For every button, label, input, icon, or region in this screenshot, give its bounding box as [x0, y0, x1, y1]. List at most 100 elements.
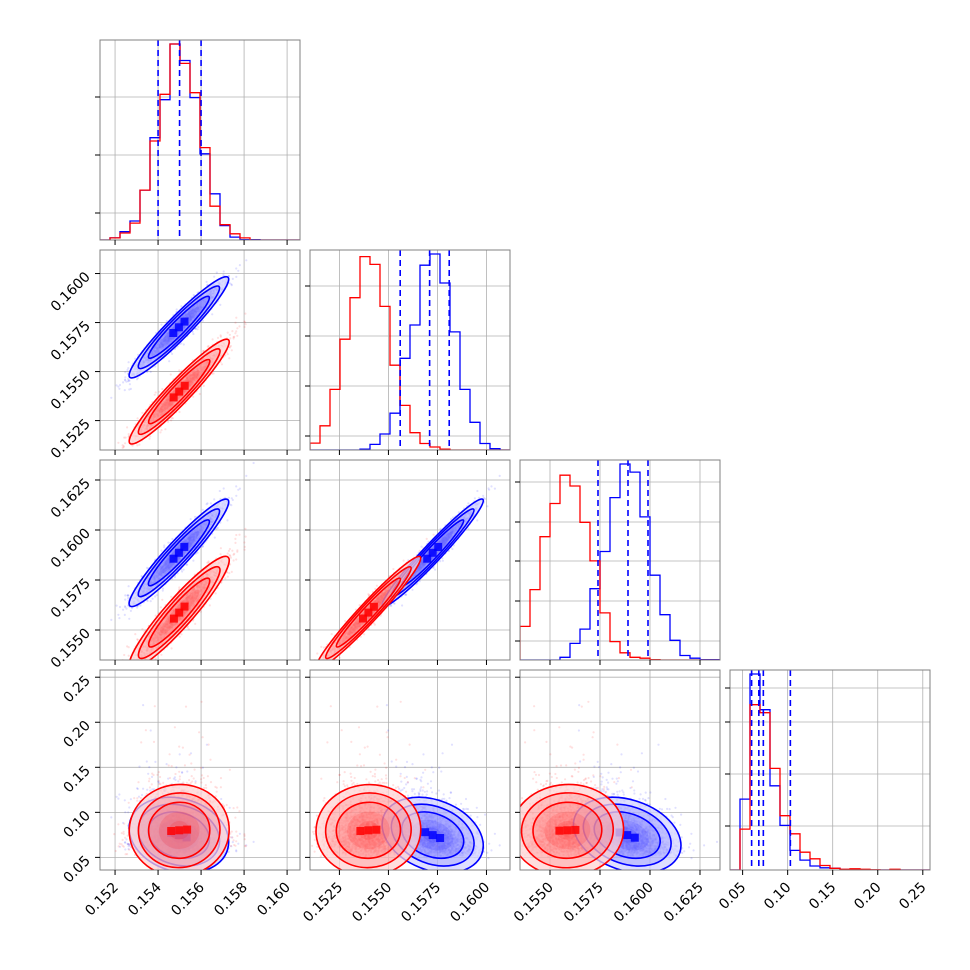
scatter-point [213, 275, 216, 278]
scatter-point [194, 327, 197, 331]
scatter-point [244, 323, 247, 326]
scatter-point [168, 360, 171, 363]
scatter-point [235, 316, 238, 319]
scatter-point [118, 453, 120, 455]
scatter-point [127, 454, 129, 456]
scatter-point [245, 259, 248, 262]
scatter-point [243, 325, 246, 329]
panel-frame [99, 39, 301, 241]
scatter-point [127, 433, 130, 436]
scatter-point [192, 332, 195, 336]
scatter-point [123, 389, 126, 392]
scatter-point [127, 379, 130, 382]
scatter-point [127, 380, 130, 383]
scatter-point [118, 387, 121, 390]
scatter-point [124, 376, 127, 379]
scatter-point [236, 327, 239, 330]
scatter-point [192, 395, 195, 398]
scatter-point [118, 383, 122, 387]
density-core [169, 393, 178, 402]
panel-0-0 [95, 39, 301, 245]
scatter-point [230, 284, 233, 287]
scatter-point [169, 373, 172, 376]
scatter-point [149, 370, 152, 373]
scatter-point [226, 353, 229, 356]
scatter-point [236, 334, 239, 337]
panel-1-1 [305, 249, 511, 455]
scatter-point [201, 319, 204, 322]
scatter-point [226, 331, 229, 334]
scatter-point [165, 319, 168, 323]
scatter-point [220, 363, 224, 366]
scatter-point [180, 342, 183, 345]
scatter-point [243, 321, 246, 324]
scatter-point [219, 335, 222, 338]
scatter-point [137, 353, 140, 356]
scatter-point [126, 368, 129, 372]
scatter-point [121, 446, 124, 449]
scatter-point [238, 264, 241, 267]
scatter-point [128, 379, 131, 382]
scatter-point [154, 391, 157, 394]
scatter-layer [110, 241, 255, 456]
scatter-point [124, 442, 127, 445]
y-tick-label: 0.1575 [48, 318, 94, 364]
y-tick-label: 0.1525 [48, 416, 94, 462]
scatter-point [198, 392, 201, 396]
scatter-point [160, 429, 163, 432]
scatter-point [123, 378, 127, 381]
scatter-point [128, 388, 131, 391]
scatter-point [149, 435, 152, 438]
density-core [169, 329, 178, 337]
scatter-point [182, 343, 185, 346]
scatter-point [197, 325, 200, 329]
scatter-point [253, 241, 255, 243]
scatter-point [228, 282, 231, 285]
scatter-point [115, 384, 118, 387]
scatter-point [121, 451, 123, 453]
scatter-point [127, 367, 130, 370]
scatter-point [182, 568, 185, 571]
scatter-point [117, 441, 120, 444]
scatter-point [192, 293, 195, 297]
scatter-point [134, 357, 137, 360]
scatter-point [180, 305, 183, 308]
scatter-point [234, 321, 237, 324]
scatter-point [136, 417, 139, 420]
scatter-point [135, 378, 139, 381]
scatter-point [243, 320, 246, 323]
scatter-point [222, 270, 225, 273]
scatter-point [229, 346, 232, 349]
scatter-point [171, 352, 174, 355]
scatter-point [230, 283, 233, 286]
scatter-point [230, 349, 233, 352]
scatter-point [237, 269, 240, 272]
scatter-point [148, 437, 151, 440]
scatter-point [138, 443, 141, 446]
scatter-point [191, 330, 194, 333]
scatter-point [121, 444, 124, 447]
scatter-point [215, 271, 218, 274]
scatter-point [127, 377, 130, 381]
scatter-point [205, 280, 208, 283]
scatter-point [216, 336, 220, 339]
scatter-point [136, 377, 140, 380]
scatter-point [219, 334, 222, 337]
scatter-point [211, 313, 214, 316]
scatter-point [211, 338, 214, 341]
scatter-point [136, 444, 139, 447]
scatter-point [117, 385, 120, 388]
scatter-point [228, 333, 231, 336]
scatter-point [119, 451, 121, 453]
scatter-point [235, 267, 238, 270]
scatter-point [153, 393, 156, 396]
scatter-point [207, 344, 210, 348]
scatter-point [235, 275, 238, 278]
y-tick-label: 0.1600 [48, 269, 94, 315]
scatter-point [206, 345, 209, 348]
scatter-point [110, 396, 113, 399]
scatter-point [235, 330, 238, 333]
scatter-point [124, 371, 127, 374]
scatter-point [229, 337, 232, 340]
